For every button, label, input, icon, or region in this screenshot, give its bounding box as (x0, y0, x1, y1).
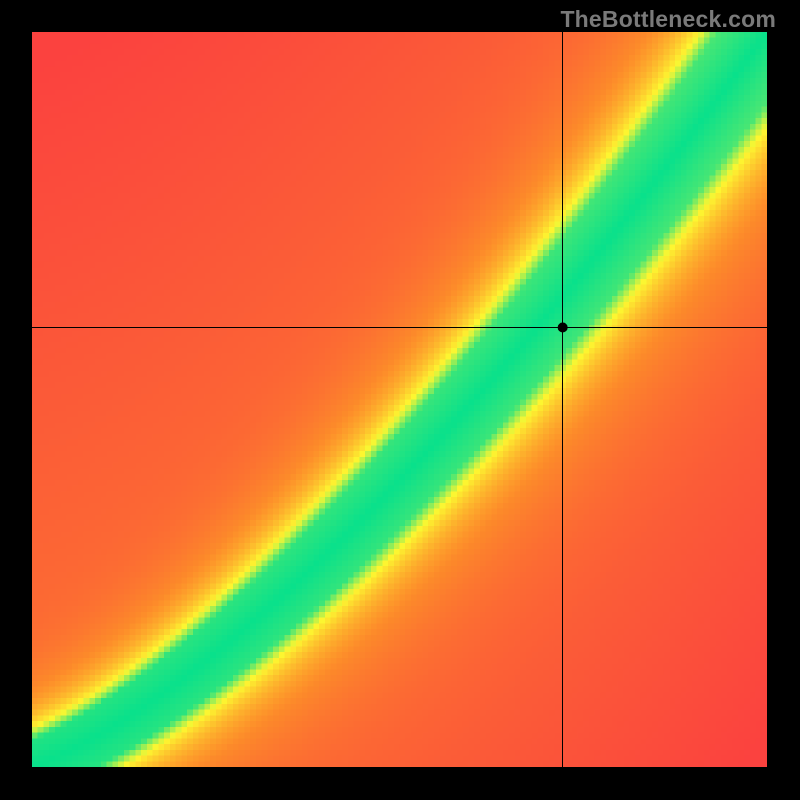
bottleneck-heatmap-container: TheBottleneck.com (0, 0, 800, 800)
watermark-text: TheBottleneck.com (560, 6, 776, 33)
crosshair-point (0, 0, 800, 800)
